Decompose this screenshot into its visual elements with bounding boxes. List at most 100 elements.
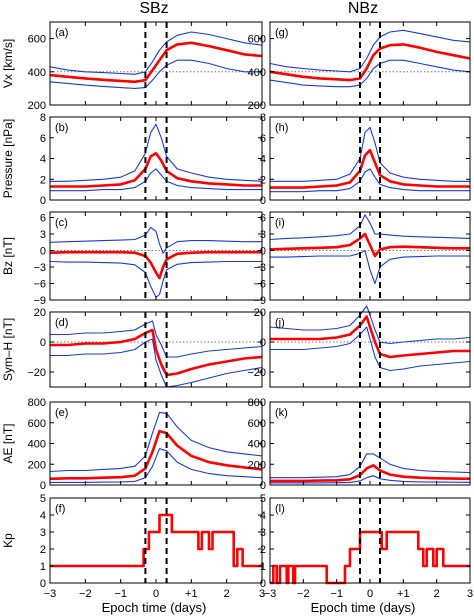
- panel-label: (c): [55, 217, 68, 229]
- x-tick-label: +1: [185, 588, 198, 600]
- upper-quartile-line: [50, 123, 263, 182]
- x-axis-label-left: Epoch time (days): [102, 600, 207, 615]
- y-tick-label: −9: [253, 295, 266, 307]
- panel-f: 0 1 2 3 4 5 −3 −2 −1 0 +1 2 3 (f) Kp: [1, 493, 265, 600]
- y-tick-label: 4: [40, 510, 46, 522]
- x-tick-label: 3: [259, 588, 265, 600]
- y-tick-label: 3: [260, 229, 266, 241]
- x-tick-label: +1: [397, 588, 410, 600]
- panel-frame: [269, 401, 471, 486]
- panel-label: (k): [275, 407, 288, 419]
- y-tick-label: 400: [28, 439, 46, 451]
- y-tick-label: −3: [253, 262, 266, 274]
- x-tick-label: −1: [330, 588, 343, 600]
- upper-quartile-line: [269, 214, 471, 241]
- panel-j: −20 0 20 (j): [247, 305, 471, 388]
- panel-label: (e): [55, 407, 68, 419]
- y-tick-label: −20: [27, 367, 46, 379]
- lower-quartile-line: [270, 326, 471, 372]
- x-tick-label: 2: [434, 588, 440, 600]
- median-line: [50, 513, 262, 568]
- upper-quartile-line: [269, 29, 471, 73]
- panel-d: −20 0 20 (d) Sym–H [nT]: [1, 307, 263, 388]
- y-tick-label: 200: [248, 100, 266, 112]
- panel-label: (d): [55, 317, 68, 329]
- y-tick-label: 2: [40, 544, 46, 556]
- x-tick-label: 0: [367, 588, 373, 600]
- y-axis-label: Sym–H [nT]: [1, 318, 15, 381]
- y-tick-label: 20: [254, 307, 266, 319]
- y-axis-label: Bz [nT]: [1, 237, 15, 275]
- panel-label: (h): [275, 122, 288, 134]
- x-tick-label: −3: [264, 588, 277, 600]
- median-line: [270, 315, 470, 359]
- median-line: [49, 41, 263, 84]
- y-tick-label: 6: [40, 133, 46, 145]
- y-tick-label: 20: [34, 307, 46, 319]
- y-tick-label: 6: [260, 133, 266, 145]
- y-tick-label: −3: [33, 262, 46, 274]
- panel-frame: [269, 497, 471, 584]
- y-tick-label: 8: [40, 112, 46, 124]
- panel-label: (b): [55, 122, 68, 134]
- panel-label: (j): [275, 317, 285, 329]
- y-tick-label: 600: [28, 418, 46, 430]
- panel-label: (f): [55, 503, 65, 515]
- y-tick-label: 2: [260, 174, 266, 186]
- column-title-sbz: SBz: [139, 0, 168, 17]
- y-tick-label: 5: [40, 493, 46, 505]
- y-tick-label: 3: [40, 229, 46, 241]
- y-tick-label: 0: [260, 246, 266, 258]
- panel-h: 0 2 4 6 8 (h): [260, 112, 471, 207]
- y-tick-label: −6: [33, 279, 46, 291]
- median-line: [270, 148, 470, 189]
- lower-quartile-line: [270, 249, 470, 285]
- panel-b: 0 2 4 6 8 (b) Pressure [nPa]: [1, 112, 263, 207]
- upper-quartile-line: [270, 126, 470, 182]
- x-tick-label: −2: [79, 588, 92, 600]
- y-tick-label: 4: [260, 154, 266, 166]
- lower-quartile-line: [49, 260, 262, 298]
- panel-label: (g): [275, 27, 288, 39]
- x-tick-label: −3: [44, 588, 57, 600]
- y-tick-label: 2: [260, 544, 266, 556]
- y-tick-label: 400: [248, 439, 266, 451]
- x-tick-label: −2: [297, 588, 310, 600]
- upper-quartile-line: [49, 411, 263, 473]
- x-tick-label: 3: [467, 588, 473, 600]
- y-tick-label: 400: [28, 67, 46, 79]
- lower-quartile-line: [50, 338, 263, 388]
- median-line: [49, 250, 262, 280]
- median-line: [270, 463, 471, 483]
- median-line: [269, 43, 471, 82]
- y-tick-label: −9: [33, 295, 46, 307]
- y-tick-label: 0: [260, 337, 266, 349]
- lower-quartile-line: [49, 59, 262, 89]
- y-tick-label: 3: [260, 527, 266, 539]
- y-tick-label: 200: [248, 459, 266, 471]
- y-tick-label: 1: [260, 561, 266, 573]
- y-tick-label: 600: [28, 34, 46, 46]
- y-tick-label: 0: [40, 578, 46, 590]
- panel-k: 0 200 400 600 800 (k): [248, 397, 471, 492]
- y-tick-label: −6: [253, 279, 266, 291]
- panel-frame: [49, 211, 263, 301]
- median-line: [270, 530, 470, 585]
- y-tick-label: 5: [260, 493, 266, 505]
- y-tick-label: 0: [40, 480, 46, 492]
- x-tick-label: −1: [114, 588, 127, 600]
- y-tick-label: 0: [260, 195, 266, 207]
- x-tick-label: 2: [224, 588, 230, 600]
- panel-a: 200 400 600 (a) Vx [km/s]: [1, 21, 263, 112]
- lower-quartile-line: [50, 168, 262, 192]
- y-tick-label: 4: [40, 154, 46, 166]
- y-tick-label: 2: [40, 174, 46, 186]
- y-tick-label: 6: [260, 213, 266, 225]
- y-tick-label: 600: [248, 418, 266, 430]
- y-axis-label: Pressure [nPa]: [1, 119, 15, 198]
- lower-quartile-line: [50, 448, 263, 483]
- x-axis-label-right: Epoch time (days): [311, 600, 416, 615]
- y-tick-label: 200: [28, 459, 46, 471]
